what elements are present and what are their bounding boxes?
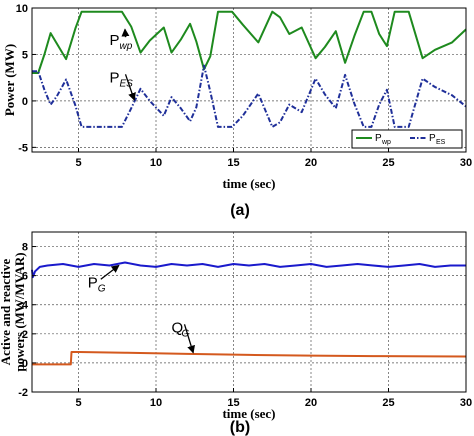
ticks-b: 5 10 15 20 25 30 -2 0 2 4 6 8 [18, 242, 472, 409]
y-tick-label: 5 [22, 49, 28, 61]
x-tick-label: 15 [227, 157, 239, 169]
x-tick-label: 20 [305, 157, 317, 169]
y-tick-label: 6 [22, 271, 28, 283]
x-axis-label-b: time (sec) [222, 406, 275, 421]
legend-box [351, 129, 463, 149]
x-tick-label: 30 [460, 397, 472, 409]
annotation-subscript: ES [120, 78, 134, 89]
annotation-label: P [110, 32, 120, 49]
series-line-q-g [32, 351, 467, 366]
annotation-arrow [124, 74, 136, 101]
x-tick-label: 20 [305, 397, 317, 409]
annotations-b: P GQG [88, 264, 195, 354]
series-line-p-g [31, 261, 466, 279]
legend-label: P [375, 133, 382, 144]
legend-label-subscript: ES [436, 139, 446, 146]
x-tick-label: 5 [75, 157, 81, 169]
annotation-arrow [183, 324, 195, 354]
annotation-arrow [100, 264, 120, 280]
y-tick-label: -5 [18, 142, 28, 154]
legend-label-subscript: wp [381, 139, 391, 146]
x-tick-label: 15 [227, 397, 239, 409]
y-tick-label: 4 [22, 300, 29, 312]
x-tick-label: 10 [150, 397, 162, 409]
y-axis-label-b-line-1: Active and reactive [0, 258, 13, 365]
caption-a: (a) [230, 202, 250, 219]
grid-b [32, 232, 467, 393]
x-tick-label: 10 [150, 157, 162, 169]
y-tick-label: 0 [22, 358, 28, 370]
y-tick-label: -2 [18, 387, 28, 399]
plot-frame-a [31, 7, 467, 153]
y-tick-label: 2 [22, 329, 28, 341]
annotation-label: Q [172, 319, 184, 336]
legend-label: P [429, 133, 436, 144]
annotation-label: P [110, 69, 120, 86]
x-axis-label-a: time (sec) [222, 176, 275, 191]
y-tick-label: 10 [16, 3, 28, 15]
annotation-arrow [121, 28, 130, 38]
x-tick-label: 25 [382, 157, 394, 169]
ticks-a: 5 10 15 20 25 30 -5 0 5 10 [16, 3, 472, 169]
annotation-subscript: wp [120, 41, 133, 52]
annotation-label: P [88, 274, 98, 291]
y-axis-label-b-line-2: powers (MW/MVAR) [12, 252, 27, 371]
x-tick-label: 5 [75, 397, 81, 409]
x-tick-label: 25 [382, 397, 394, 409]
x-tick-label: 30 [460, 157, 472, 169]
series-line-p-wp [32, 10, 467, 74]
plot-frame-b [31, 231, 467, 393]
y-tick-label: 8 [22, 242, 28, 254]
series-group-a [32, 10, 467, 128]
caption-b: (b) [230, 419, 250, 436]
y-axis-label-a: Power (MW) [2, 44, 17, 116]
annotation-subscript: G [182, 328, 190, 339]
annotation-subscript: G [98, 283, 106, 294]
y-tick-label: 0 [22, 96, 28, 108]
series-line-p-es [32, 64, 467, 128]
series-group-b [31, 261, 467, 366]
